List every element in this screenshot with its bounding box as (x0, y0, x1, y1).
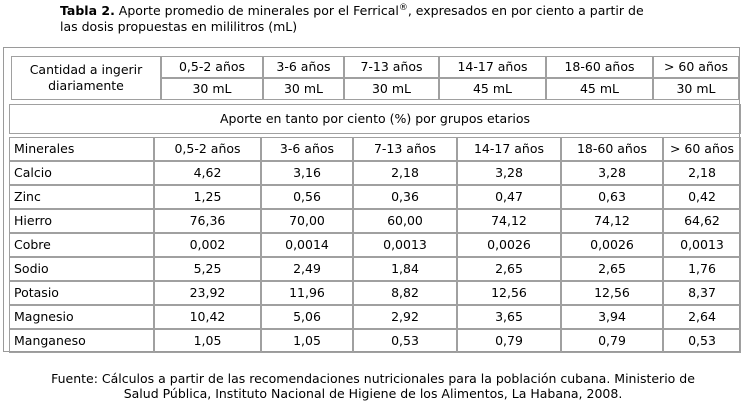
value-cell: 74,12 (561, 209, 663, 233)
value-cell: 76,36 (154, 209, 261, 233)
table-caption: Tabla 2. Aporte promedio de minerales po… (60, 3, 720, 35)
value-cell: 0,0013 (663, 233, 741, 257)
table-row: Hierro 76,36 70,00 60,00 74,12 74,12 64,62 (9, 209, 741, 233)
caption-text-after: , expresados en por ciento a partir de (407, 3, 644, 18)
value-cell: 11,96 (261, 281, 353, 305)
dose-cell: 30 mL (161, 78, 263, 100)
table-frame (3, 47, 740, 352)
value-cell: 1,76 (663, 257, 741, 281)
table-row: Manganeso 1,05 1,05 0,53 0,79 0,79 0,53 (9, 329, 741, 353)
value-cell: 3,28 (561, 161, 663, 185)
mineral-name: Zinc (9, 185, 154, 209)
value-cell: 2,92 (353, 305, 457, 329)
value-cell: 2,65 (561, 257, 663, 281)
value-cell: 0,002 (154, 233, 261, 257)
value-cell: 0,0014 (261, 233, 353, 257)
value-cell: 12,56 (561, 281, 663, 305)
table-row: Cobre 0,002 0,0014 0,0013 0,0026 0,0026 0,0013 (9, 233, 741, 257)
minerals-header: Minerales (9, 137, 154, 161)
age-group-header: 0,5-2 años (161, 56, 263, 78)
registered-mark: ® (398, 2, 408, 13)
mineral-name: Sodio (9, 257, 154, 281)
footnote-line1: Fuente: Cálculos a partir de las recomen… (51, 371, 695, 386)
value-cell: 64,62 (663, 209, 741, 233)
value-cell: 0,0026 (561, 233, 663, 257)
value-cell: 0,79 (561, 329, 663, 353)
age-group-header: 7-13 años (344, 56, 439, 78)
dose-cell: 30 mL (263, 78, 344, 100)
value-cell: 5,25 (154, 257, 261, 281)
value-cell: 0,36 (353, 185, 457, 209)
value-cell: 3,28 (457, 161, 561, 185)
mineral-name: Calcio (9, 161, 154, 185)
value-cell: 3,94 (561, 305, 663, 329)
dose-cell: 45 mL (439, 78, 546, 100)
value-cell: 5,06 (261, 305, 353, 329)
column-header: 18-60 años (561, 137, 663, 161)
column-header: > 60 años (663, 137, 741, 161)
value-cell: 0,47 (457, 185, 561, 209)
value-cell: 0,79 (457, 329, 561, 353)
value-cell: 8,37 (663, 281, 741, 305)
table-row: Sodio 5,25 2,49 1,84 2,65 2,65 1,76 (9, 257, 741, 281)
value-cell: 1,05 (261, 329, 353, 353)
value-cell: 60,00 (353, 209, 457, 233)
value-cell: 0,42 (663, 185, 741, 209)
value-cell: 3,16 (261, 161, 353, 185)
value-cell: 3,65 (457, 305, 561, 329)
intake-table: Cantidad a ingerir diariamente 0,5-2 años… (11, 56, 739, 100)
value-cell: 2,49 (261, 257, 353, 281)
mineral-name: Cobre (9, 233, 154, 257)
table-row: Potasio 23,92 11,96 8,82 12,56 12,56 8,37 (9, 281, 741, 305)
caption-text: Aporte promedio de minerales por el Ferr… (114, 3, 399, 18)
caption-line2: las dosis propuestas en mililitros (mL) (60, 19, 298, 34)
mineral-name: Hierro (9, 209, 154, 233)
value-cell: 2,64 (663, 305, 741, 329)
value-cell: 74,12 (457, 209, 561, 233)
caption-label: Tabla 2. (60, 3, 115, 18)
mineral-name: Magnesio (9, 305, 154, 329)
table-header-row: Minerales 0,5-2 años 3-6 años 7-13 años … (9, 137, 741, 161)
minerals-table: Minerales 0,5-2 años 3-6 años 7-13 años … (9, 137, 741, 353)
value-cell: 2,65 (457, 257, 561, 281)
dose-cell: 30 mL (653, 78, 739, 100)
value-cell: 0,63 (561, 185, 663, 209)
mineral-name: Potasio (9, 281, 154, 305)
footnote-line2: Salud Pública, Instituto Nacional de Hig… (123, 386, 623, 401)
value-cell: 1,84 (353, 257, 457, 281)
table-row: Calcio 4,62 3,16 2,18 3,28 3,28 2,18 (9, 161, 741, 185)
dose-cell: 30 mL (344, 78, 439, 100)
value-cell: 10,42 (154, 305, 261, 329)
dose-cell: 45 mL (546, 78, 653, 100)
column-header: 7-13 años (353, 137, 457, 161)
value-cell: 0,56 (261, 185, 353, 209)
mineral-name: Manganeso (9, 329, 154, 353)
table-row: Magnesio 10,42 5,06 2,92 3,65 3,94 2,64 (9, 305, 741, 329)
table-row: Zinc 1,25 0,56 0,36 0,47 0,63 0,42 (9, 185, 741, 209)
intake-label: Cantidad a ingerir diariamente (11, 56, 161, 100)
value-cell: 70,00 (261, 209, 353, 233)
value-cell: 0,0026 (457, 233, 561, 257)
value-cell: 2,18 (353, 161, 457, 185)
value-cell: 12,56 (457, 281, 561, 305)
column-header: 0,5-2 años (154, 137, 261, 161)
age-group-header: > 60 años (653, 56, 739, 78)
source-footnote: Fuente: Cálculos a partir de las recomen… (0, 371, 746, 401)
column-header: 14-17 años (457, 137, 561, 161)
column-header: 3-6 años (261, 137, 353, 161)
value-cell: 1,25 (154, 185, 261, 209)
age-group-header: 3-6 años (263, 56, 344, 78)
value-cell: 1,05 (154, 329, 261, 353)
value-cell: 0,53 (663, 329, 741, 353)
percent-banner: Aporte en tanto por ciento (%) por grupo… (9, 104, 741, 134)
value-cell: 23,92 (154, 281, 261, 305)
age-group-header: 14-17 años (439, 56, 546, 78)
age-group-header: 18-60 años (546, 56, 653, 78)
value-cell: 0,0013 (353, 233, 457, 257)
value-cell: 0,53 (353, 329, 457, 353)
value-cell: 2,18 (663, 161, 741, 185)
value-cell: 8,82 (353, 281, 457, 305)
value-cell: 4,62 (154, 161, 261, 185)
